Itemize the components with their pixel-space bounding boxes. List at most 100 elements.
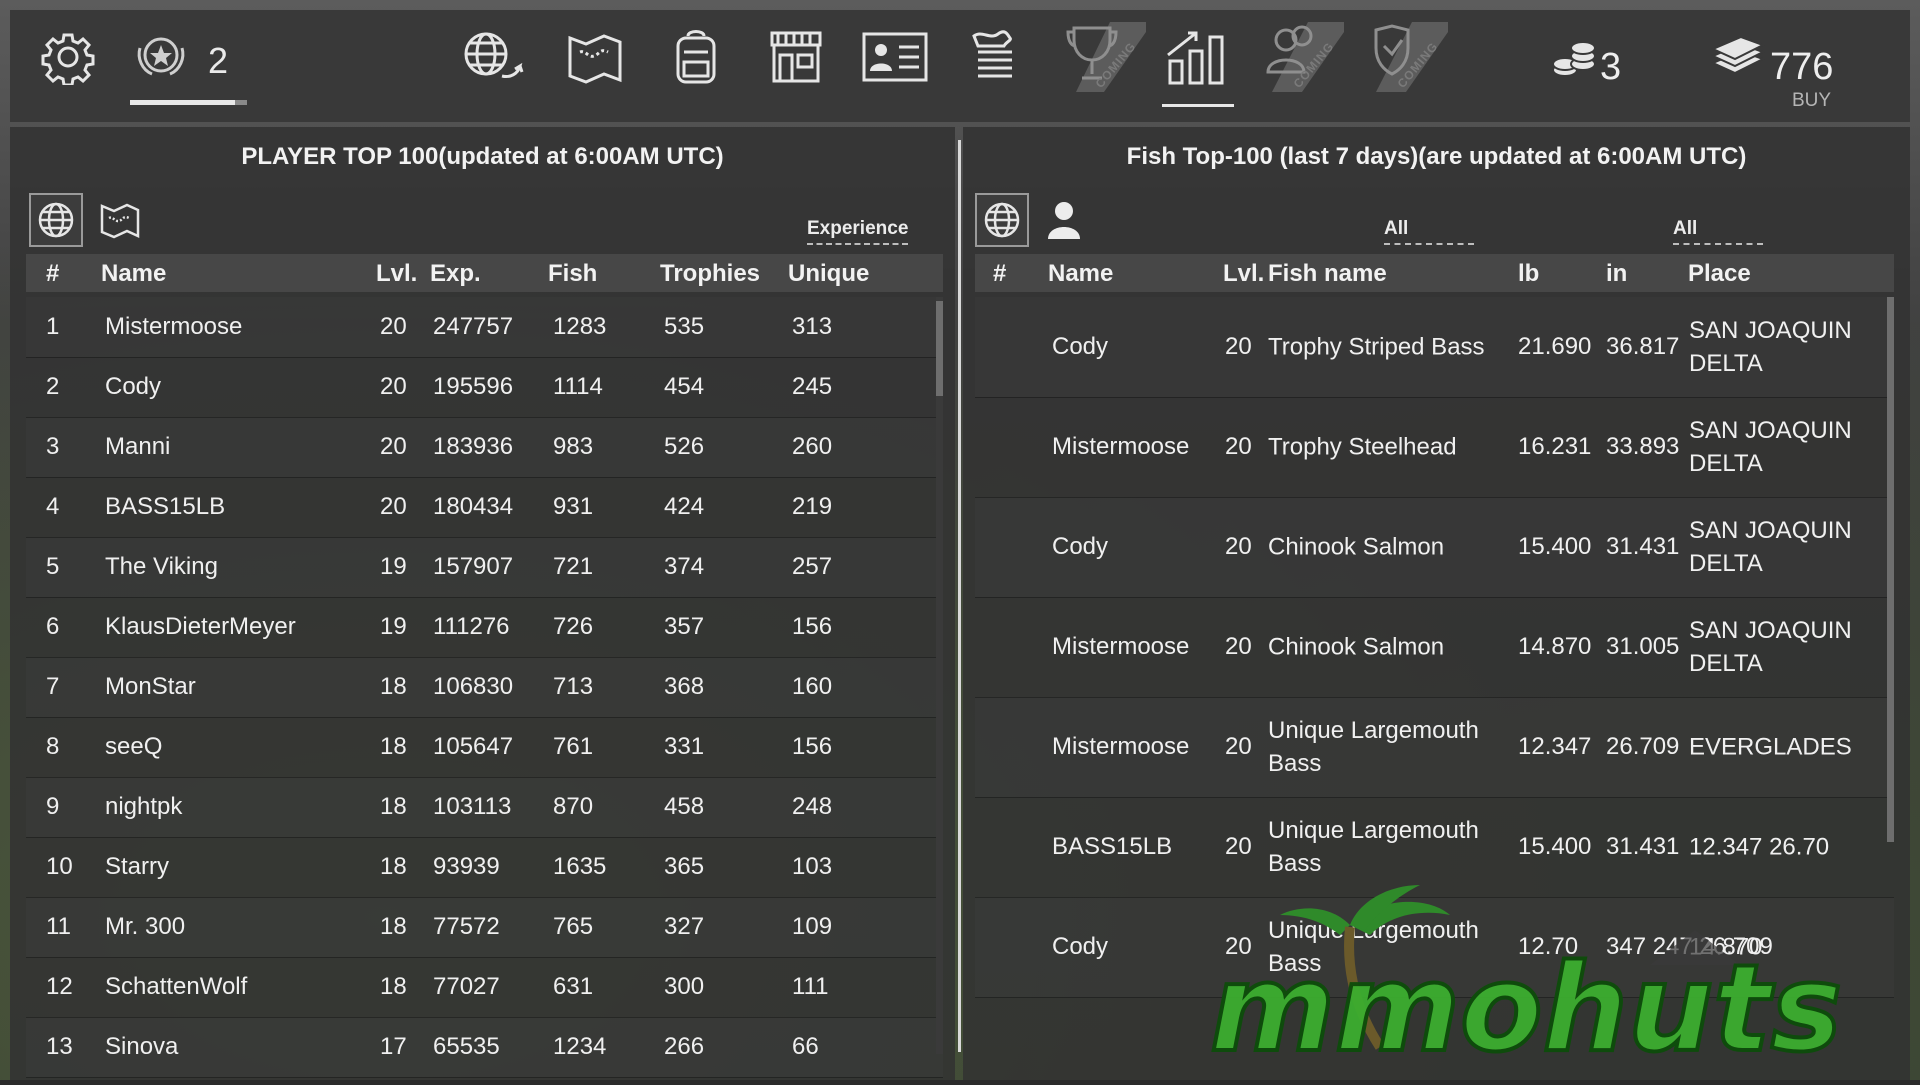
name-cell: MonStar: [105, 673, 196, 701]
trophies-cell: 526: [664, 433, 704, 461]
backpack-icon[interactable]: [668, 26, 724, 88]
experience-cell: 65535: [433, 1033, 500, 1061]
fish-record-row[interactable]: Cody 20 Chinook Salmon 15.400 31.431 SAN JOAQ…: [975, 497, 1894, 598]
level-cell: 18: [380, 913, 407, 941]
col-fish[interactable]: Fish: [548, 260, 597, 288]
level-cell: 20: [1225, 733, 1265, 761]
place-filter-dropdown[interactable]: All: [1673, 218, 1763, 245]
player-row[interactable]: 6 KlausDieterMeyer 19 111276 726 357 156: [26, 597, 943, 658]
mmohuts-watermark: mmohuts: [1200, 865, 1900, 1080]
experience-cell: 77027: [433, 973, 500, 1001]
chart-icon[interactable]: [1162, 26, 1234, 88]
shop-icon[interactable]: [766, 26, 826, 88]
rank-cell: 10: [46, 853, 73, 881]
level-cell: 18: [380, 733, 407, 761]
col-name[interactable]: Name: [101, 260, 166, 288]
level-cell: 20: [380, 493, 407, 521]
map-icon[interactable]: [565, 26, 625, 88]
money-stack-icon[interactable]: [1710, 26, 1766, 88]
col-length-in[interactable]: in: [1606, 260, 1627, 288]
profile-card-icon[interactable]: [860, 26, 930, 88]
unique-cell: 219: [792, 493, 832, 521]
col-weight-lb[interactable]: lb: [1518, 260, 1539, 288]
player-row[interactable]: 12 SchattenWolf 18 77027 631 300 111: [26, 957, 943, 1018]
player-row[interactable]: 8 seeQ 18 105647 761 331 156: [26, 717, 943, 778]
unique-cell: 257: [792, 553, 832, 581]
col-place[interactable]: Place: [1688, 260, 1751, 288]
player-table-scrollbar[interactable]: [936, 297, 943, 1054]
rank-star-icon[interactable]: [128, 26, 194, 88]
fish-name-cell: Trophy Striped Bass: [1268, 331, 1513, 364]
rank-cell: 5: [46, 553, 59, 581]
personal-filter-button[interactable]: [1037, 193, 1091, 247]
length-cell: 31.431: [1606, 833, 1686, 861]
player-row[interactable]: 4 BASS15LB 20 180434 931 424 219: [26, 477, 943, 538]
experience-cell: 183936: [433, 433, 513, 461]
place-cell: SAN JOAQUIN DELTA: [1689, 314, 1889, 380]
experience-cell: 93939: [433, 853, 500, 881]
player-row[interactable]: 1 Mistermoose 20 247757 1283 535 313: [26, 297, 943, 358]
experience-cell: 111276: [433, 613, 510, 641]
name-cell: The Viking: [105, 553, 218, 581]
place-cell: SAN JOAQUIN DELTA: [1689, 514, 1889, 580]
col-rank[interactable]: #: [993, 260, 1006, 288]
fish-name-cell: Chinook Salmon: [1268, 531, 1513, 564]
fish-count-cell: 713: [553, 673, 593, 701]
place-cell: 12.347 26.70: [1689, 831, 1889, 864]
col-level[interactable]: Lvl.: [1223, 260, 1264, 288]
col-rank[interactable]: #: [46, 260, 59, 288]
unique-cell: 245: [792, 373, 832, 401]
rank-cell: 11: [46, 913, 71, 941]
news-list-icon[interactable]: [966, 26, 1022, 88]
scrollbar-thumb[interactable]: [936, 301, 943, 396]
col-level[interactable]: Lvl.: [376, 260, 417, 288]
fish-record-row[interactable]: Cody 20 Trophy Striped Bass 21.690 36.817 SAN…: [975, 297, 1894, 398]
global-filter-button[interactable]: [975, 193, 1029, 247]
player-row[interactable]: 10 Starry 18 93939 1635 365 103: [26, 837, 943, 898]
global-filter-button[interactable]: [29, 193, 83, 247]
fish-record-row[interactable]: Mistermoose 20 Trophy Steelhead 16.231 33.89…: [975, 397, 1894, 498]
fish-record-row[interactable]: Mistermoose 20 Unique Largemouth Bass 12.34…: [975, 697, 1894, 798]
col-fish-name[interactable]: Fish name: [1268, 260, 1387, 288]
player-row[interactable]: 5 The Viking 19 157907 721 374 257: [26, 537, 943, 598]
watermark-text: mmohuts: [1210, 940, 1842, 1079]
player-row[interactable]: 2 Cody 20 195596 1114 454 245: [26, 357, 943, 418]
unique-cell: 248: [792, 793, 832, 821]
rank-cell: 3: [46, 433, 59, 461]
col-unique[interactable]: Unique: [788, 260, 869, 288]
map-icon: [99, 200, 141, 240]
name-cell: Starry: [105, 853, 169, 881]
scrollbar-thumb[interactable]: [1887, 297, 1894, 842]
level-cell: 20: [1225, 833, 1265, 861]
name-cell: Cody: [105, 373, 161, 401]
player-row[interactable]: 3 Manni 20 183936 983 526 260: [26, 417, 943, 478]
fish-record-row[interactable]: Mistermoose 20 Chinook Salmon 14.870 31.005 S…: [975, 597, 1894, 698]
fish-table-scrollbar[interactable]: [1887, 297, 1894, 842]
trophies-cell: 331: [664, 733, 704, 761]
player-row[interactable]: 9 nightpk 18 103113 870 458 248: [26, 777, 943, 838]
fish-filter-dropdown[interactable]: All: [1384, 218, 1474, 245]
coins-icon[interactable]: [1550, 26, 1598, 88]
player-row[interactable]: 13 Sinova 17 65535 1234 266 66: [26, 1017, 943, 1078]
length-cell: 31.431: [1606, 533, 1686, 561]
world-return-icon[interactable]: [458, 26, 528, 88]
gear-icon[interactable]: [38, 26, 98, 88]
trophies-cell: 535: [664, 313, 704, 341]
map-filter-button[interactable]: [93, 193, 147, 247]
experience-cell: 77572: [433, 913, 500, 941]
place-cell: EVERGLADES: [1689, 731, 1889, 764]
sort-dropdown[interactable]: Experience: [807, 218, 908, 245]
level-cell: 18: [380, 673, 407, 701]
name-cell: nightpk: [105, 793, 182, 821]
unique-cell: 103: [792, 853, 832, 881]
player-row[interactable]: 11 Mr. 300 18 77572 765 327 109: [26, 897, 943, 958]
fish-count-cell: 1114: [553, 373, 603, 401]
weight-cell: 15.400: [1518, 833, 1603, 861]
col-experience[interactable]: Exp.: [430, 260, 481, 288]
buy-button[interactable]: BUY: [1792, 90, 1831, 112]
col-name[interactable]: Name: [1048, 260, 1113, 288]
name-cell: BASS15LB: [105, 493, 225, 521]
col-trophies[interactable]: Trophies: [660, 260, 760, 288]
player-row[interactable]: 7 MonStar 18 106830 713 368 160: [26, 657, 943, 718]
unique-cell: 66: [792, 1033, 819, 1061]
